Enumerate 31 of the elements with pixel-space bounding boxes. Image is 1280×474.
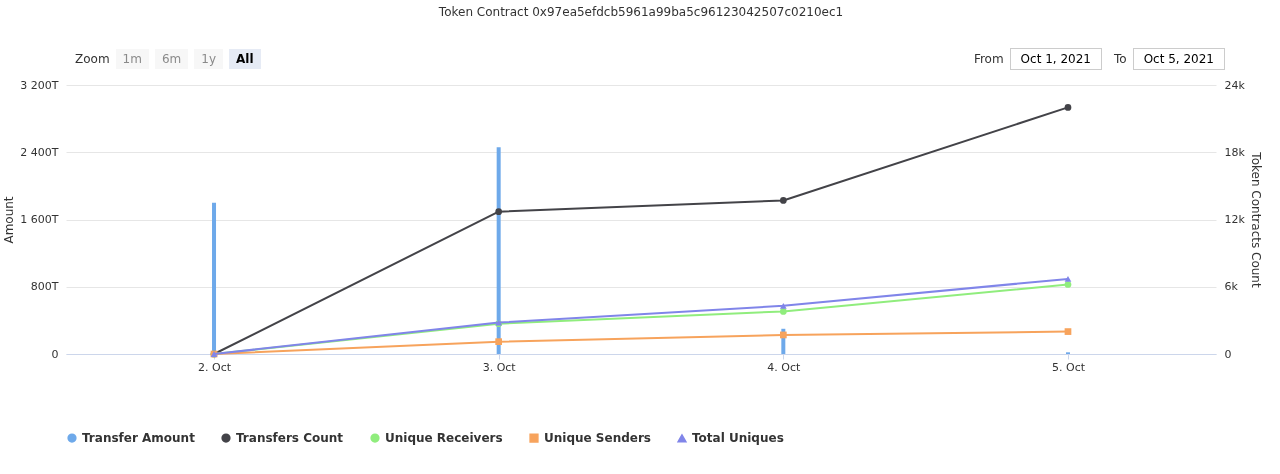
- legend-label: Total Uniques: [692, 431, 784, 446]
- text: Oct 1, 2021: [1009, 48, 1102, 70]
- y-tick-label: 3 200T: [20, 78, 59, 92]
- legend-label: Transfers Count: [236, 431, 344, 446]
- text: Oct 5, 2021: [1132, 48, 1225, 70]
- y2-axis-title: Token Contracts Count: [1248, 151, 1263, 288]
- text: To: [1113, 52, 1127, 66]
- legend-label: Transfer Amount: [82, 431, 196, 446]
- y-tick-label: 1 600T: [20, 213, 59, 226]
- chart-title: Token Contract 0x97ea5efdcb5961a99ba5c96123042507c0210ec1: [437, 5, 844, 19]
- y2-tick-label: 6k: [1224, 280, 1239, 294]
- y2-tick-label: 0: [1224, 347, 1232, 361]
- x-tick-label: 3. Oct: [482, 360, 517, 374]
- y-axis-title: Amount: [2, 196, 17, 244]
- y2-tick-label: 12k: [1224, 213, 1246, 226]
- text: From: [973, 52, 1004, 66]
- y-tick-label: 0: [51, 347, 59, 361]
- x-tick-label: 5. Oct: [1051, 360, 1086, 374]
- y-tick-label: 2 400T: [20, 145, 59, 159]
- y2-tick-label: 24k: [1224, 78, 1246, 92]
- text: Zoom: [75, 52, 110, 66]
- y-tick-label: 800T: [30, 280, 59, 294]
- legend-label: Unique Receivers: [385, 431, 503, 446]
- text: 1m: [115, 49, 149, 69]
- text: All: [229, 49, 261, 69]
- legend-label: Unique Senders: [544, 431, 651, 446]
- y2-tick-label: 18k: [1224, 145, 1246, 159]
- text: 1y: [194, 49, 223, 69]
- text: 6m: [154, 49, 189, 69]
- x-tick-label: 2. Oct: [198, 360, 232, 374]
- x-tick-label: 4. Oct: [767, 360, 802, 374]
